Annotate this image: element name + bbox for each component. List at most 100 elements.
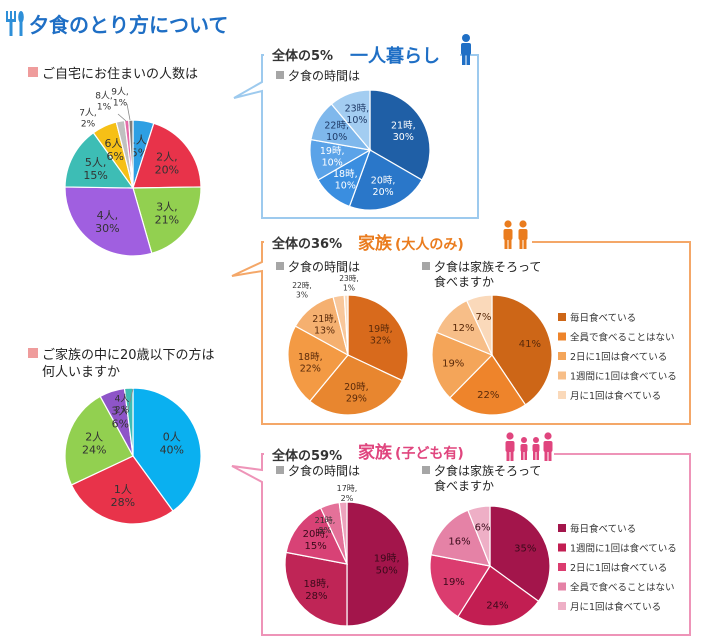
single_time-data-label: 21時, 30% [391,120,416,143]
minors-data-label: 3人 6% [111,405,129,431]
child_meal-legend-label: 月に1回は食べている [570,601,661,613]
person-icon [461,34,471,65]
leader-line [127,388,134,411]
adult_meal-slice [431,331,494,399]
household-slice [132,122,202,189]
child_meal-legend-swatch [558,602,566,610]
adult_time-slice [308,354,404,416]
child_meal-data-label: 6% [475,523,491,534]
question-marker [28,67,38,77]
minors-data-label: 1人 28% [111,483,135,509]
adult_meal-slice [491,294,553,406]
fork-knife-icon [6,11,24,36]
subquestion-marker [422,262,430,270]
family-icon [505,432,553,461]
minors-slice [132,387,202,512]
household-slice [132,186,202,255]
single_time-slice [330,89,371,152]
adult_meal-legend-swatch [558,371,566,380]
child-share: 全体の59% [271,448,342,464]
child-title-note: (子ども有) [395,445,464,462]
single-time-pie-chart: 21時, 30% 20時, 20% 18時, 10%19時, 10% 22時, 10%23時, 1… [309,89,431,211]
child-title: 家族 [358,442,393,463]
child_meal-legend-label: 毎日食べている [570,523,636,535]
child_meal-legend-swatch [558,563,566,571]
household-data-label: 4人, 30% [95,209,119,235]
child_meal-legend-swatch [558,582,566,591]
child_meal-legend-label: 2日に1回は食べている [570,562,667,574]
household-slice [64,131,135,189]
adult_meal-legend-label: 月に1回は食べている [570,390,661,402]
adult_time-data-label: 22時, 3% [292,281,311,300]
adult_meal-legend-swatch [558,352,566,360]
adult_meal-legend-swatch [558,391,566,399]
question-marker [28,348,38,358]
child_meal-legend-label: 1週間に1回は食べている [570,543,677,555]
adult_meal-slice [449,354,527,416]
minors-slice [64,395,134,486]
single_time-data-label: 22時, 10% [324,120,349,143]
household-data-label: 5人, 15% [83,156,107,182]
household-question: ご自宅にお住まいの人数は [42,66,198,82]
adult_time-data-label: 18時, 22% [298,352,323,375]
adult_time-data-label: 20時, 29% [344,382,369,405]
child_meal-data-label: 16% [448,536,470,547]
child_meal-slice [429,554,491,618]
child-meal-pie-chart: 35% 24% 19% 16% 6% [429,505,551,627]
two-persons-icon [503,220,528,249]
adult_meal-legend-label: 2日に1回は食べている [570,351,667,363]
adult-time-pie-chart: 19時, 32% 20時, 29% 18時, 22% 21時, 13%22時, 3% 23時, 1% [287,274,409,416]
child_time-slice [338,501,348,565]
leader-line [126,103,131,121]
child-meal-legend: 毎日食べている 1週間に1回は食べている 2日に1回は食べている全員で食べることはな… [558,523,677,613]
child_time-slice [346,501,410,627]
household-pie-chart: 1人, 5% 2人, 20%3人, 21%4人, 30%5人, 15%6人, 6%7人, 2%8… [64,87,202,257]
single-time-question: 夕食の時間は [288,68,360,83]
child_meal-slice [430,509,491,567]
household-data-label: 3人, 21% [155,200,179,226]
child_meal-legend-swatch [558,543,566,552]
adult_time-slice [287,325,349,403]
subquestion-marker [276,466,284,474]
single_time-data-label: 20時, 20% [371,176,396,199]
adult_meal-legend-label: 全員で食べることはない [570,332,675,344]
minors-question-line2: 何人いますか [42,364,120,380]
child_time-slice [284,551,348,627]
child_meal-legend-label: 全員で食べることはない [570,582,675,594]
subquestion-marker [276,262,284,270]
single_time-slice [369,89,431,181]
single_time-slice [348,149,423,211]
adult_time-slice [347,294,409,382]
adult_meal-legend-swatch [558,313,566,321]
minors-data-label: 0人 40% [160,431,184,457]
adult_meal-data-label: 41% [519,339,541,350]
child_meal-legend-swatch [558,524,566,532]
leader-line [117,113,127,122]
single-share: 全体の5% [271,48,333,64]
child_time-data-label: 19時, 50% [374,553,400,577]
adult-time-question: 夕食の時間は [288,259,360,274]
adult-meal-question-line1: 夕食は家族そろって [434,259,541,274]
child_time-data-label: 18時, 28% [303,578,329,602]
single_time-data-label: 23時, 10% [345,104,370,127]
minors-data-label: 4人 2% [115,394,130,416]
minors-data-label: 2人 24% [82,431,106,457]
household-data-label: 2人, 20% [155,150,179,176]
subquestion-marker [276,71,284,79]
household-data-label: 8人, 1% [95,91,113,113]
adult_time-data-label: 23時, 1% [339,274,358,293]
child_meal-slice [467,505,491,567]
adult_meal-data-label: 22% [477,390,499,401]
adult_meal-legend-label: 毎日食べている [570,312,636,324]
minors-question-line1: ご家族の中に20歳以下の方は [42,347,215,363]
household-slice [64,186,153,257]
adult-title-note: (大人のみ) [395,236,464,253]
child-meal-question-line2: 食べますか [434,478,494,493]
adult-meal-question-line2: 食べますか [434,274,494,289]
child_time-slice [285,507,349,565]
adult_time-slice [343,294,349,356]
adult_meal-data-label: 7% [475,312,491,323]
adult_meal-data-label: 12% [452,323,474,334]
child_time-data-label: 17時, 2% [337,484,358,503]
